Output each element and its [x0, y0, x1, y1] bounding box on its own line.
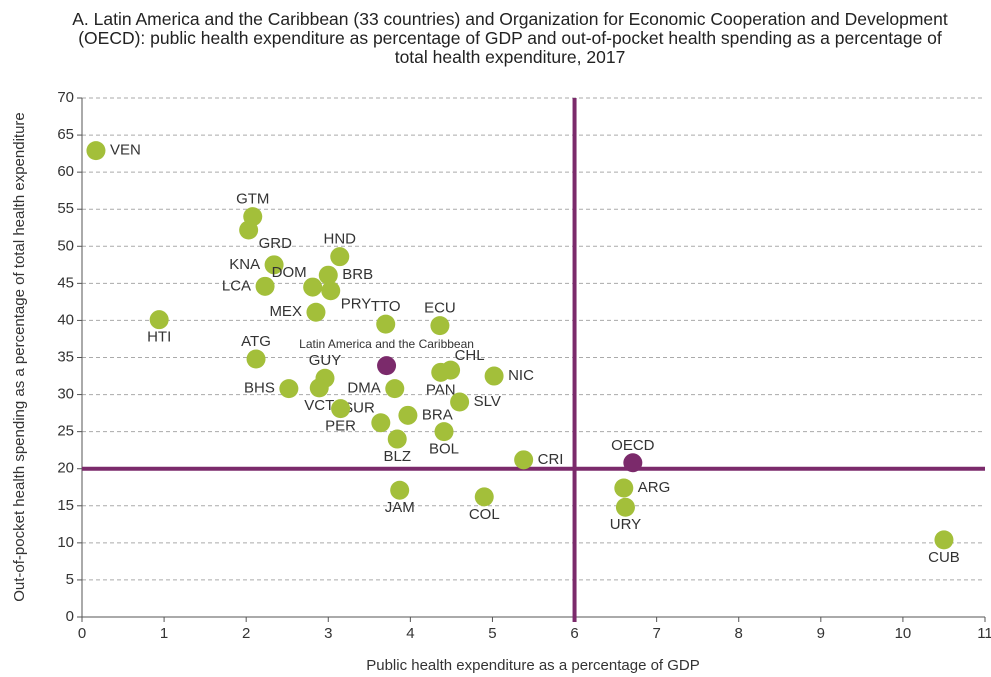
point-label: BLZ	[383, 448, 411, 465]
point-label: JAM	[385, 499, 415, 516]
point	[434, 422, 454, 442]
point	[390, 480, 410, 500]
point-label: HTI	[147, 329, 171, 346]
point	[331, 399, 351, 419]
x-tick-label: 7	[652, 625, 660, 642]
point-label: CRI	[538, 451, 564, 468]
point	[398, 405, 418, 425]
point-label: Latin America and the Caribbean	[299, 337, 474, 351]
y-tick-label: 35	[57, 348, 74, 365]
point	[615, 497, 635, 517]
y-tick-label: 25	[57, 423, 74, 440]
x-tick-label: 4	[406, 625, 414, 642]
point-label: DOM	[272, 264, 307, 281]
point-label: ECU	[424, 300, 456, 317]
point	[330, 247, 350, 267]
point-label: BRA	[422, 406, 453, 423]
y-tick-label: 70	[57, 89, 74, 106]
y-tick-label: 40	[57, 311, 74, 328]
point	[321, 281, 341, 301]
point	[376, 314, 396, 334]
y-tick-label: 5	[66, 571, 74, 588]
x-tick-label: 10	[895, 625, 912, 642]
point	[318, 265, 338, 285]
point	[431, 362, 451, 382]
point-label: LCA	[222, 277, 251, 294]
point-label: PAN	[426, 381, 456, 398]
point-label: VCT	[304, 397, 334, 414]
y-tick-label: 15	[57, 497, 74, 514]
point	[450, 392, 470, 412]
y-tick-label: 45	[57, 274, 74, 291]
x-tick-label: 2	[242, 625, 250, 642]
point-label: GUY	[309, 352, 342, 369]
point	[385, 379, 405, 399]
point	[514, 450, 534, 470]
point	[484, 366, 504, 386]
point	[309, 378, 329, 398]
point-label: GRD	[259, 235, 293, 252]
x-tick-label: 5	[488, 625, 496, 642]
y-tick-label: 50	[57, 237, 74, 254]
point-label: HND	[324, 231, 357, 248]
y-tick-label: 20	[57, 460, 74, 477]
point	[430, 316, 450, 336]
point-label: SLV	[474, 393, 501, 410]
y-tick-label: 65	[57, 126, 74, 143]
point	[306, 302, 326, 322]
x-tick-label: 8	[735, 625, 743, 642]
point	[239, 220, 259, 240]
point-label: CHL	[455, 347, 485, 364]
point	[377, 356, 397, 376]
point-label: OECD	[611, 437, 655, 454]
x-tick-label: 11	[977, 625, 991, 642]
point-label: DMA	[347, 380, 380, 397]
point-label: CUB	[928, 549, 960, 566]
point-label: SUR	[343, 400, 375, 417]
point-label: KNA	[229, 256, 260, 273]
point	[86, 141, 106, 161]
x-tick-label: 6	[570, 625, 578, 642]
point-label: NIC	[508, 367, 534, 384]
point	[149, 310, 169, 330]
point-label: BRB	[342, 266, 373, 283]
x-tick-label: 9	[817, 625, 825, 642]
y-tick-label: 55	[57, 200, 74, 217]
y-tick-label: 0	[66, 608, 74, 625]
point	[303, 277, 323, 297]
y-tick-label: 60	[57, 163, 74, 180]
point	[371, 413, 391, 433]
y-tick-label: 30	[57, 386, 74, 403]
point-label: PER	[325, 418, 356, 435]
point	[474, 487, 494, 507]
x-tick-label: 1	[160, 625, 168, 642]
point-label: COL	[469, 506, 500, 523]
point	[623, 453, 643, 473]
point-label: BHS	[244, 380, 275, 397]
point	[279, 379, 299, 399]
point	[934, 530, 954, 550]
point	[246, 349, 266, 369]
x-axis-label: Public health expenditure as a percentag…	[366, 657, 700, 674]
y-tick-label: 10	[57, 534, 74, 551]
point-label: BOL	[429, 441, 459, 458]
point-label: TTO	[371, 298, 401, 315]
point-label: ATG	[241, 333, 271, 350]
point-label: VEN	[110, 142, 141, 159]
x-tick-label: 3	[324, 625, 332, 642]
x-tick-label: 0	[78, 625, 86, 642]
point-label: MEX	[269, 303, 302, 320]
point-label: GTM	[236, 191, 269, 208]
point-label: ARG	[638, 479, 671, 496]
point	[614, 478, 634, 498]
point	[255, 276, 275, 296]
point-label: PRY	[341, 296, 372, 313]
y-axis-label: Out-of-pocket health spending as a perce…	[11, 112, 28, 602]
point	[387, 429, 407, 449]
chart-title: A. Latin America and the Caribbean (33 c…	[72, 9, 948, 67]
point	[264, 255, 284, 275]
point-label: URY	[610, 516, 641, 533]
